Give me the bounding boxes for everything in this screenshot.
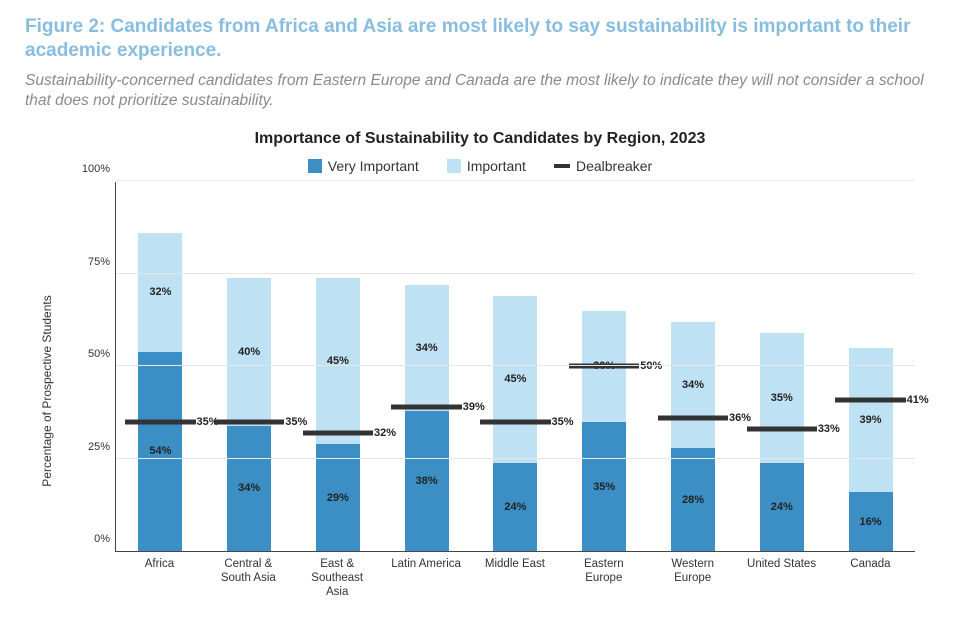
bar-seg-very-important: 24% — [760, 463, 804, 552]
x-tick-label: EasternEurope — [564, 558, 644, 599]
bar-value-label: 29% — [327, 492, 349, 504]
bar-value-label: 54% — [149, 445, 171, 457]
legend-swatch — [447, 159, 461, 173]
bar-seg-important: 39% — [849, 348, 893, 492]
legend-swatch-line — [554, 164, 570, 168]
bar-seg-very-important: 16% — [849, 492, 893, 551]
bar-value-label: 40% — [238, 346, 260, 358]
x-tick-label: United States — [742, 558, 822, 599]
bar-seg-important: 40% — [227, 278, 271, 426]
bar-value-label: 28% — [682, 494, 704, 506]
figure-title: Figure 2: Candidates from Africa and Asi… — [25, 15, 925, 63]
legend-item: Very Important — [308, 158, 419, 174]
dealbreaker-label: 33% — [818, 423, 840, 435]
y-tick-label: 50% — [74, 348, 110, 360]
y-tick-label: 0% — [74, 533, 110, 545]
legend-label: Important — [467, 158, 526, 174]
legend-label: Dealbreaker — [576, 158, 652, 174]
x-tick-label: East &SoutheastAsia — [297, 558, 377, 599]
grid-line — [116, 365, 915, 366]
dealbreaker-label: 32% — [374, 427, 396, 439]
x-tick-label: Latin America — [386, 558, 466, 599]
dealbreaker-marker — [125, 419, 195, 424]
bar-value-label: 24% — [504, 501, 526, 513]
bar-seg-very-important: 29% — [316, 444, 360, 551]
x-tick-label: Central &South Asia — [208, 558, 288, 599]
dealbreaker-marker — [214, 419, 284, 424]
x-axis-labels: AfricaCentral &South AsiaEast &Southeast… — [115, 558, 915, 599]
bar-value-label: 34% — [238, 482, 260, 494]
bar-value-label: 39% — [859, 414, 881, 426]
bar-seg-important: 45% — [493, 296, 537, 463]
legend-swatch — [308, 159, 322, 173]
bar-seg-very-important: 34% — [227, 426, 271, 552]
bar-seg-very-important: 35% — [582, 422, 626, 552]
bar-seg-important: 34% — [671, 322, 715, 448]
y-tick-label: 25% — [74, 441, 110, 453]
legend-item: Important — [447, 158, 526, 174]
bar-value-label: 32% — [149, 286, 171, 298]
bars-container: 54% 32% 35% 34% 40% 35% 29% 45% 32% 38% 34% 39% 24% 4… — [116, 182, 915, 551]
bar-column: 35%30%50% — [582, 182, 626, 551]
dealbreaker-label: 41% — [907, 394, 929, 406]
x-tick-label: Middle East — [475, 558, 555, 599]
dealbreaker-marker — [835, 397, 905, 402]
dealbreaker-label: 35% — [285, 416, 307, 428]
figure-subtitle: Sustainability-concerned candidates from… — [25, 71, 925, 113]
dealbreaker-marker — [480, 419, 550, 424]
bar-value-label: 35% — [593, 481, 615, 493]
bar-seg-important: 35% — [760, 333, 804, 463]
bar-column: 54%32%35% — [138, 182, 182, 551]
bar-column: 24%35%33% — [760, 182, 804, 551]
bar-column: 24%45%35% — [493, 182, 537, 551]
legend-item: Dealbreaker — [554, 158, 652, 174]
bar-column: 16%39%41% — [849, 182, 893, 551]
chart-area: Percentage of Prospective Students 54%32… — [115, 182, 915, 599]
dealbreaker-marker — [303, 430, 373, 435]
dealbreaker-marker — [747, 427, 817, 432]
bar-value-label: 38% — [416, 475, 438, 487]
chart-legend: Very Important Important Dealbreaker — [25, 158, 935, 174]
dealbreaker-label: 35% — [552, 416, 574, 428]
y-axis-label: Percentage of Prospective Students — [40, 295, 54, 486]
bar-column: 28%34%36% — [671, 182, 715, 551]
x-tick-label: Canada — [830, 558, 910, 599]
grid-line — [116, 458, 915, 459]
bar-value-label: 16% — [859, 516, 881, 528]
bar-column: 34%40%35% — [227, 182, 271, 551]
x-tick-label: Africa — [119, 558, 199, 599]
grid-line — [116, 180, 915, 181]
dealbreaker-label: 36% — [729, 412, 751, 424]
x-tick-label: WesternEurope — [653, 558, 733, 599]
bar-column: 38%34%39% — [405, 182, 449, 551]
bar-seg-very-important: 38% — [405, 411, 449, 552]
bar-seg-very-important: 54% — [138, 352, 182, 552]
y-tick-label: 75% — [74, 256, 110, 268]
bar-value-label: 34% — [682, 379, 704, 391]
dealbreaker-label: 50% — [640, 360, 662, 372]
bar-seg-very-important: 28% — [671, 448, 715, 552]
chart-title: Importance of Sustainability to Candidat… — [25, 130, 935, 148]
bar-value-label: 34% — [416, 342, 438, 354]
plot-area: 54% 32% 35% 34% 40% 35% 29% 45% 32% 38% 34% 39% 24% 4… — [115, 182, 915, 552]
dealbreaker-marker — [391, 405, 461, 410]
bar-value-label: 45% — [504, 373, 526, 385]
bar-value-label: 24% — [771, 501, 793, 513]
bar-value-label: 35% — [771, 392, 793, 404]
dealbreaker-label: 39% — [463, 401, 485, 413]
bar-seg-important: 34% — [405, 285, 449, 411]
bar-seg-very-important: 24% — [493, 463, 537, 552]
grid-line — [116, 273, 915, 274]
dealbreaker-marker — [658, 416, 728, 421]
legend-label: Very Important — [328, 158, 419, 174]
bar-column: 29%45%32% — [316, 182, 360, 551]
bar-seg-important: 45% — [316, 278, 360, 445]
bar-seg-important: 32% — [138, 233, 182, 351]
y-tick-label: 100% — [74, 163, 110, 175]
